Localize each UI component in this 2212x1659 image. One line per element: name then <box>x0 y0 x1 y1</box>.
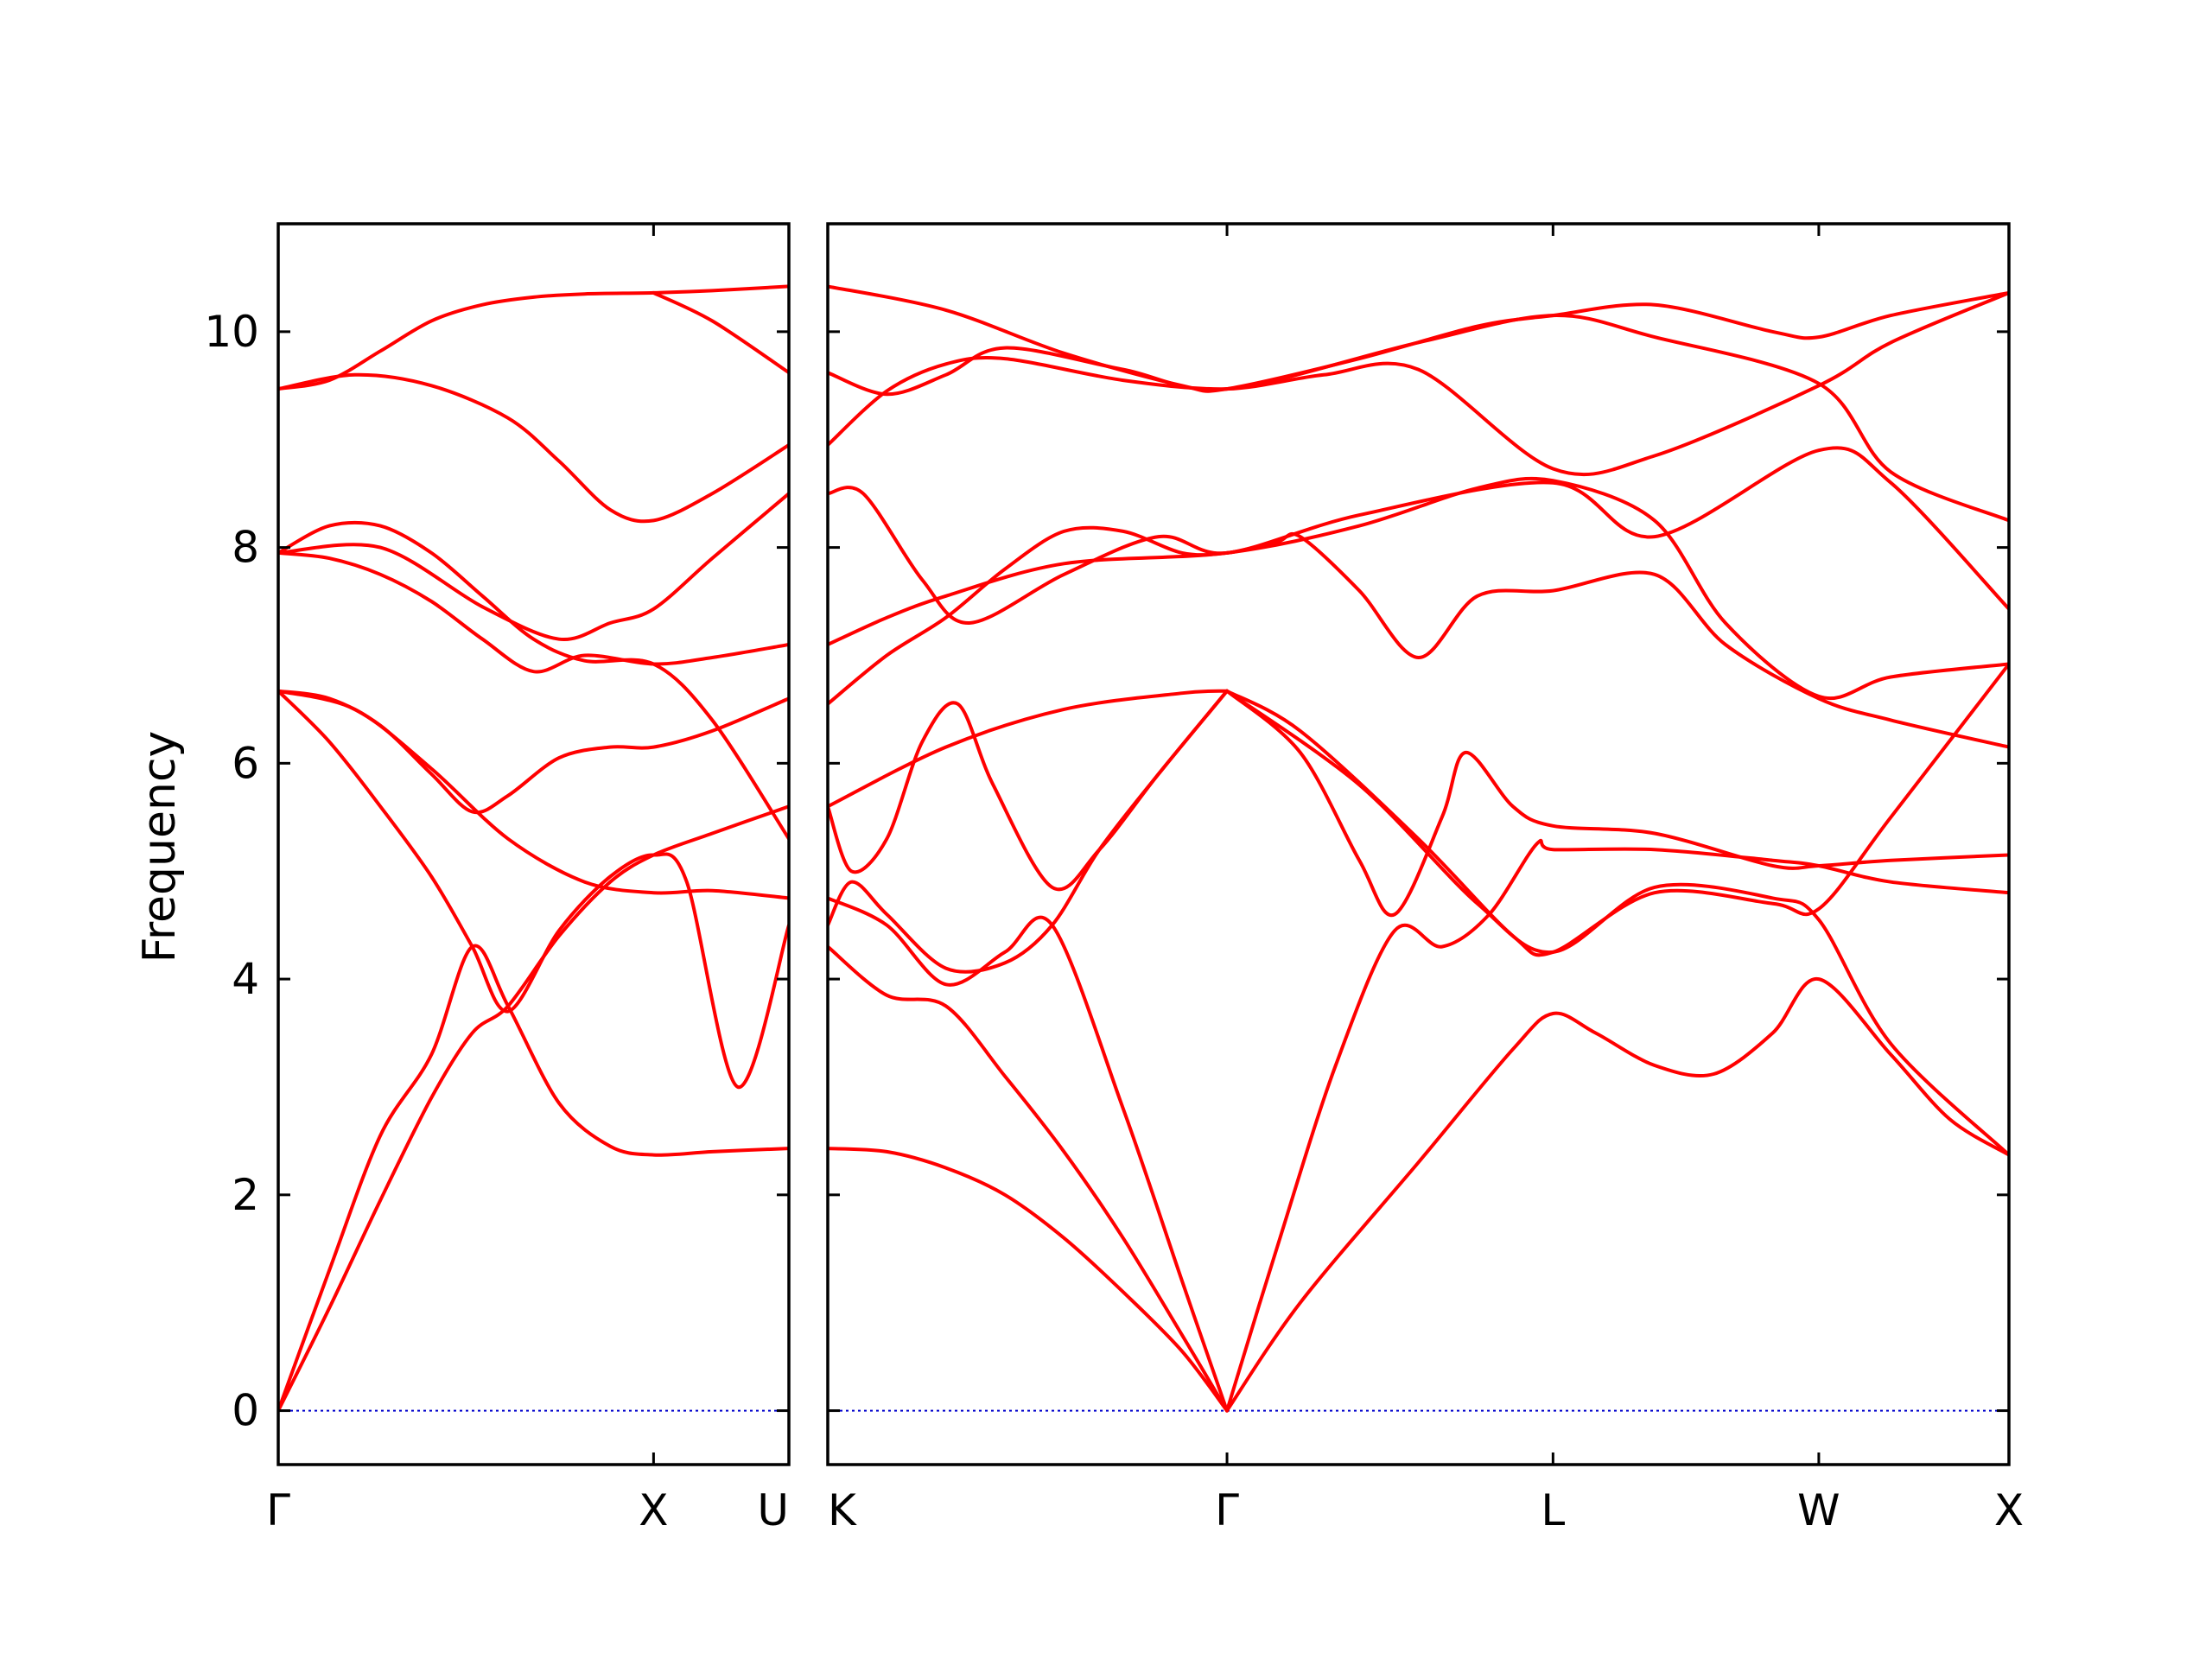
band-line-9 <box>278 284 789 391</box>
y-tick-label: 4 <box>232 954 259 1004</box>
x-tick-label: X <box>1994 1485 2024 1535</box>
band-line-10 <box>278 492 789 642</box>
band-line-3 <box>278 689 789 1089</box>
x-tick-label: Γ <box>1215 1485 1239 1535</box>
y-tick-label: 2 <box>232 1170 259 1220</box>
y-tick-label: 0 <box>232 1386 259 1436</box>
band-line-8 <box>278 372 789 524</box>
plot-frame <box>826 222 2011 1466</box>
band-line-11 <box>1225 689 2009 1157</box>
panels: 0 2 4 6 8 10 Γ X U K Γ L W X <box>204 222 2024 1535</box>
x-tick-label: K <box>828 1485 857 1535</box>
y-axis-label: Frequency <box>134 731 186 963</box>
band-line-2 <box>828 944 1229 1413</box>
bands <box>828 284 2009 1413</box>
band-line-5 <box>828 689 1229 809</box>
band-line-11 <box>652 290 789 375</box>
band-line-16 <box>828 314 2009 523</box>
band-line-10 <box>1225 662 2009 957</box>
x-tick-label: X <box>639 1485 668 1535</box>
x-tick-label: U <box>757 1485 789 1535</box>
band-line-6 <box>278 550 789 674</box>
x-tick-label: W <box>1797 1485 1840 1535</box>
y-tick-label: 8 <box>232 523 259 573</box>
band-line-9 <box>1225 689 2009 918</box>
band-line-5 <box>278 689 789 900</box>
band-line-17 <box>828 446 2009 626</box>
band-line-2 <box>278 804 789 1413</box>
x-tick-label: L <box>1541 1485 1565 1535</box>
band-line-7 <box>1225 838 2009 1413</box>
band-line-12 <box>828 525 2009 749</box>
y-tick-label: 6 <box>232 738 259 788</box>
band-line-7 <box>278 520 789 841</box>
plot-frame <box>276 222 791 1466</box>
y-tick-label: 10 <box>204 307 259 357</box>
band-line-13 <box>828 476 2009 700</box>
band-line-1 <box>278 944 789 1413</box>
band-line-4 <box>828 689 1229 892</box>
band-line-15 <box>828 284 2009 393</box>
band-line-1 <box>828 1147 1229 1413</box>
band-line-14 <box>828 290 2009 477</box>
bands <box>278 284 789 1413</box>
x-tick-label: Γ <box>266 1485 290 1535</box>
band-line-8 <box>1225 977 2009 1413</box>
band-line-6 <box>828 689 1229 974</box>
panel-1: 0 2 4 6 8 10 Γ X U <box>204 222 791 1535</box>
